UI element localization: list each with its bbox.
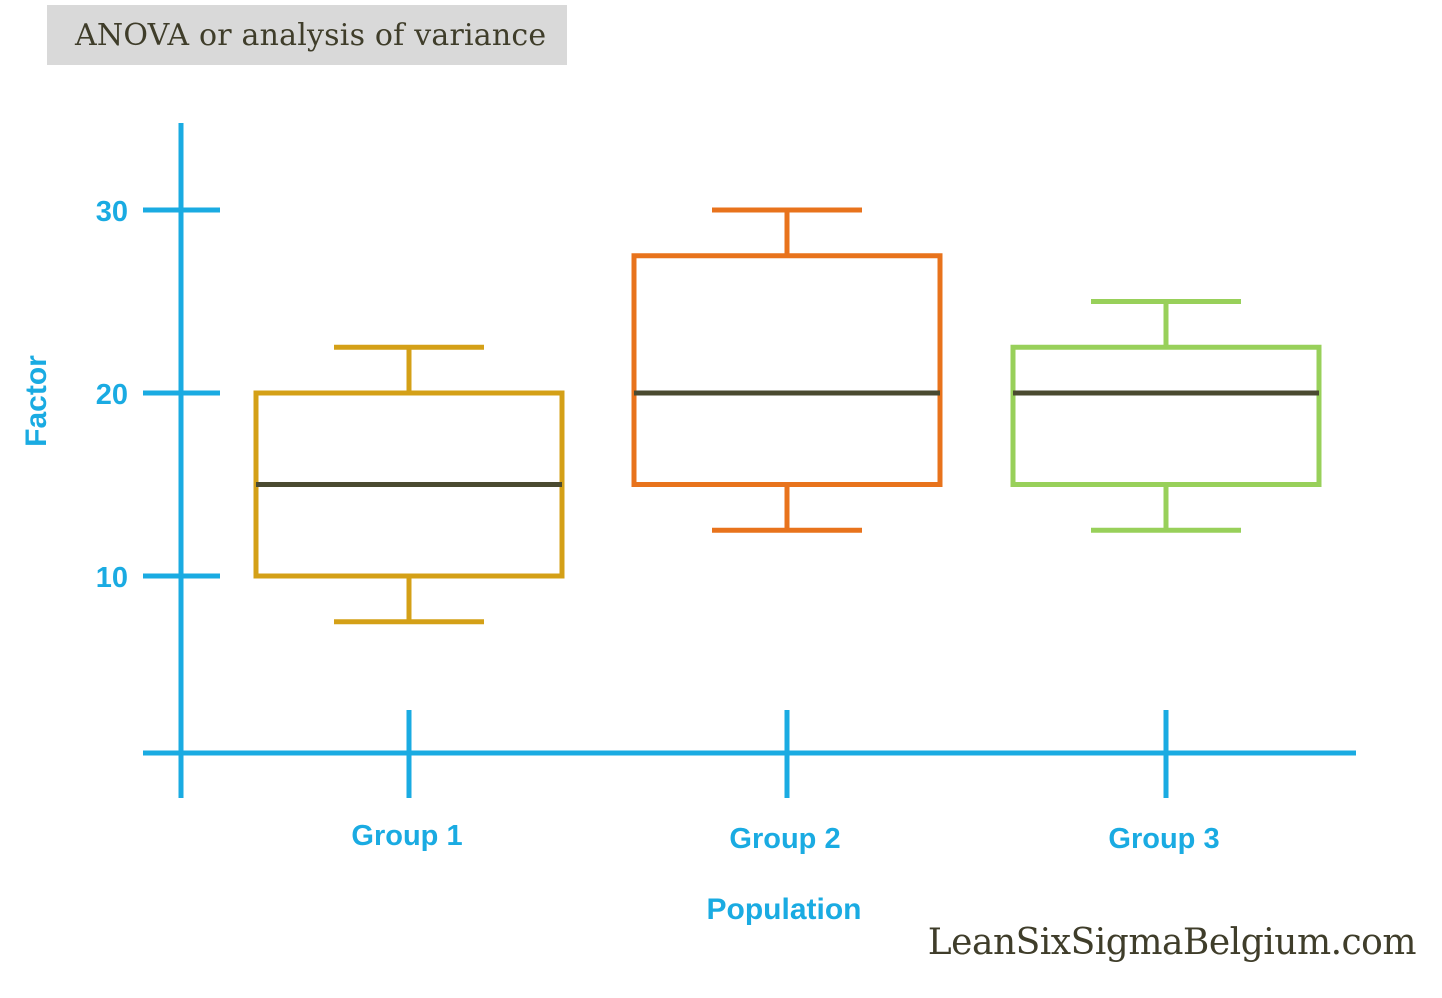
box-3 (1010, 299, 1322, 533)
x-tick-label: Group 1 (351, 820, 462, 852)
title-box: ANOVA or analysis of variance (47, 5, 567, 65)
x-axis-title: Population (707, 893, 862, 926)
y-tick-label: 20 (96, 379, 128, 411)
iqr-box (631, 253, 943, 487)
y-tick-label: 10 (96, 562, 128, 594)
box-1 (253, 344, 565, 625)
x-tick-label: Group 3 (1108, 823, 1219, 855)
y-axis-title: Factor (20, 355, 53, 447)
boxes (253, 207, 1322, 625)
watermark: LeanSixSigmaBelgium.com (927, 922, 1417, 963)
iqr-box (1010, 344, 1322, 487)
axis-labels: 10 20 30 Group 1 Group 2 Group 3 Population Fac… (20, 196, 1220, 926)
y-tick-label: 30 (96, 196, 128, 228)
page-title: ANOVA or analysis of variance (75, 17, 547, 53)
box-2 (631, 207, 943, 533)
x-tick-label: Group 2 (729, 823, 840, 855)
axes (143, 123, 1356, 798)
